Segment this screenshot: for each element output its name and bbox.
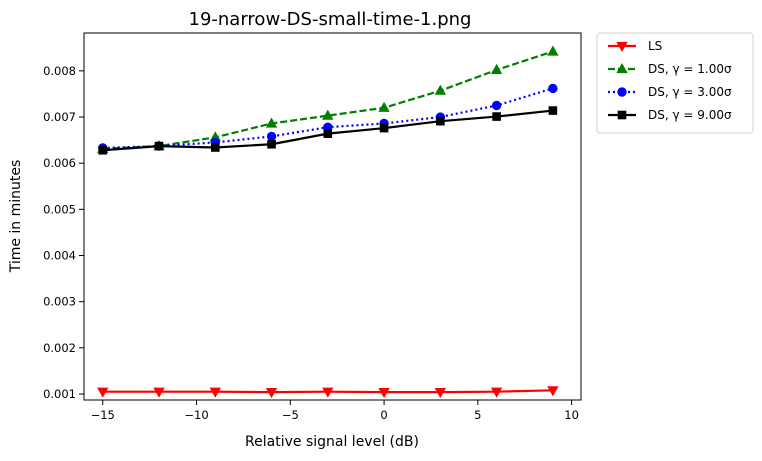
legend-label: DS, γ = 1.00σ	[648, 62, 732, 76]
data-point	[379, 123, 389, 133]
data-point	[210, 143, 220, 152]
data-point	[209, 387, 221, 398]
x-tick-label: 10	[564, 408, 579, 422]
data-point	[490, 387, 503, 398]
data-point	[547, 386, 559, 397]
data-point	[265, 388, 278, 399]
data-point	[265, 117, 278, 128]
legend-entry: DS, γ = 1.00σ	[608, 62, 732, 76]
series-0	[97, 386, 559, 399]
legend-entry: DS, γ = 3.00σ	[608, 85, 732, 99]
series-1	[97, 45, 559, 153]
y-tick-label: 0.001	[43, 387, 76, 401]
y-tick-label: 0.006	[43, 156, 76, 170]
x-tick-label: 0	[380, 408, 387, 422]
plot-area-frame	[83, 32, 582, 401]
data-point	[153, 387, 165, 398]
x-tick-label: 5	[474, 408, 481, 422]
y-tick-label: 0.004	[43, 249, 76, 263]
series-line	[102, 50, 554, 150]
legend-marker	[617, 110, 627, 120]
x-axis-label: Relative signal level (dB)	[245, 434, 419, 450]
x-axis: −15 −10 −5 0 5 10	[91, 400, 579, 422]
series-layer	[97, 45, 559, 399]
data-point	[547, 45, 559, 56]
data-point	[322, 387, 334, 398]
data-point	[492, 112, 501, 121]
data-point	[322, 109, 334, 120]
y-tick-label: 0.008	[43, 64, 76, 78]
legend-label: DS, γ = 9.00σ	[648, 108, 732, 122]
y-axis-label: Time in minutes	[8, 160, 24, 274]
data-point	[548, 83, 558, 94]
legend-label: LS	[648, 39, 662, 53]
chart-title: 19-narrow-DS-small-time-1.png	[189, 9, 472, 30]
data-point	[154, 141, 164, 151]
data-point	[548, 106, 558, 115]
legend-marker	[616, 62, 628, 74]
x-tick-label: −5	[282, 408, 299, 422]
data-point	[98, 145, 108, 155]
y-tick-label: 0.002	[43, 341, 76, 355]
data-point	[434, 84, 446, 95]
data-point	[378, 101, 390, 112]
x-tick-label: −10	[184, 408, 208, 422]
data-point	[267, 139, 276, 149]
legend-marker	[617, 87, 627, 97]
data-point	[434, 388, 446, 399]
series-3	[98, 106, 558, 155]
y-axis: 0.001 0.002 0.003 0.004 0.005 0.006 0.007 0.008	[43, 64, 84, 401]
y-tick-label: 0.003	[43, 295, 76, 309]
y-tick-label: 0.007	[43, 110, 76, 124]
data-point	[97, 387, 109, 398]
legend: LS DS, γ = 1.00σ DS, γ = 3.00σ DS, γ = 9.00…	[596, 32, 754, 134]
legend-entry: LS	[608, 39, 662, 53]
data-point	[491, 100, 502, 111]
legend-label: DS, γ = 3.00σ	[648, 85, 732, 99]
data-point	[378, 388, 390, 399]
y-tick-label: 0.005	[43, 202, 76, 216]
legend-frame	[596, 32, 754, 134]
legend-marker	[616, 41, 628, 53]
data-point	[266, 131, 277, 142]
data-point	[436, 116, 445, 126]
data-point	[323, 129, 333, 138]
x-tick-label: −15	[91, 408, 115, 422]
legend-entry: DS, γ = 9.00σ	[608, 108, 732, 122]
data-point	[490, 63, 503, 75]
